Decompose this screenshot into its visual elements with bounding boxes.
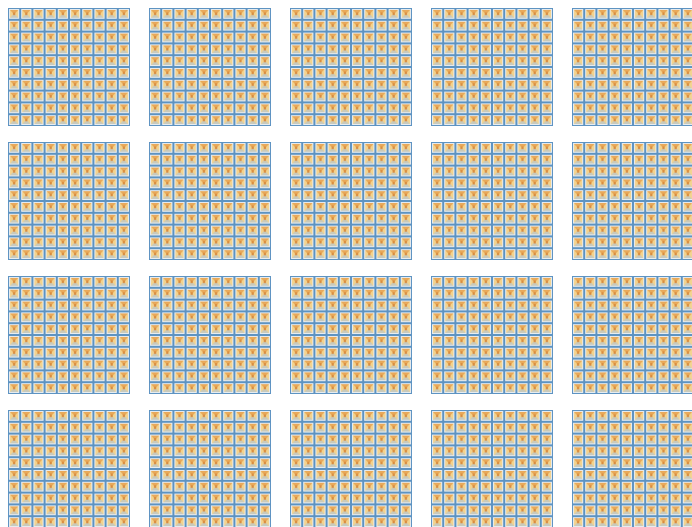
icon-tile	[290, 142, 412, 260]
icon-tile	[431, 142, 553, 260]
icon-tile	[572, 410, 692, 527]
icon-tile	[149, 410, 271, 527]
icon-tile	[431, 8, 553, 126]
icon-tile	[290, 276, 412, 394]
icon-tile	[149, 8, 271, 126]
icon-tile	[572, 142, 692, 260]
icon-tile	[149, 276, 271, 394]
page: (() => { const ns = 'http://www.w3.org/2…	[0, 0, 692, 527]
icon-tile	[149, 142, 271, 260]
thumbnail-wall	[0, 0, 692, 527]
icon-tile	[431, 276, 553, 394]
tile-grid	[8, 8, 692, 527]
icon-tile	[572, 276, 692, 394]
icon-tile	[431, 410, 553, 527]
icon-tile	[572, 8, 692, 126]
icon-tile	[290, 410, 412, 527]
icon-tile	[8, 410, 130, 527]
icon-tile	[290, 8, 412, 126]
icon-tile	[8, 142, 130, 260]
icon-tile	[8, 8, 130, 126]
icon-tile	[8, 276, 130, 394]
